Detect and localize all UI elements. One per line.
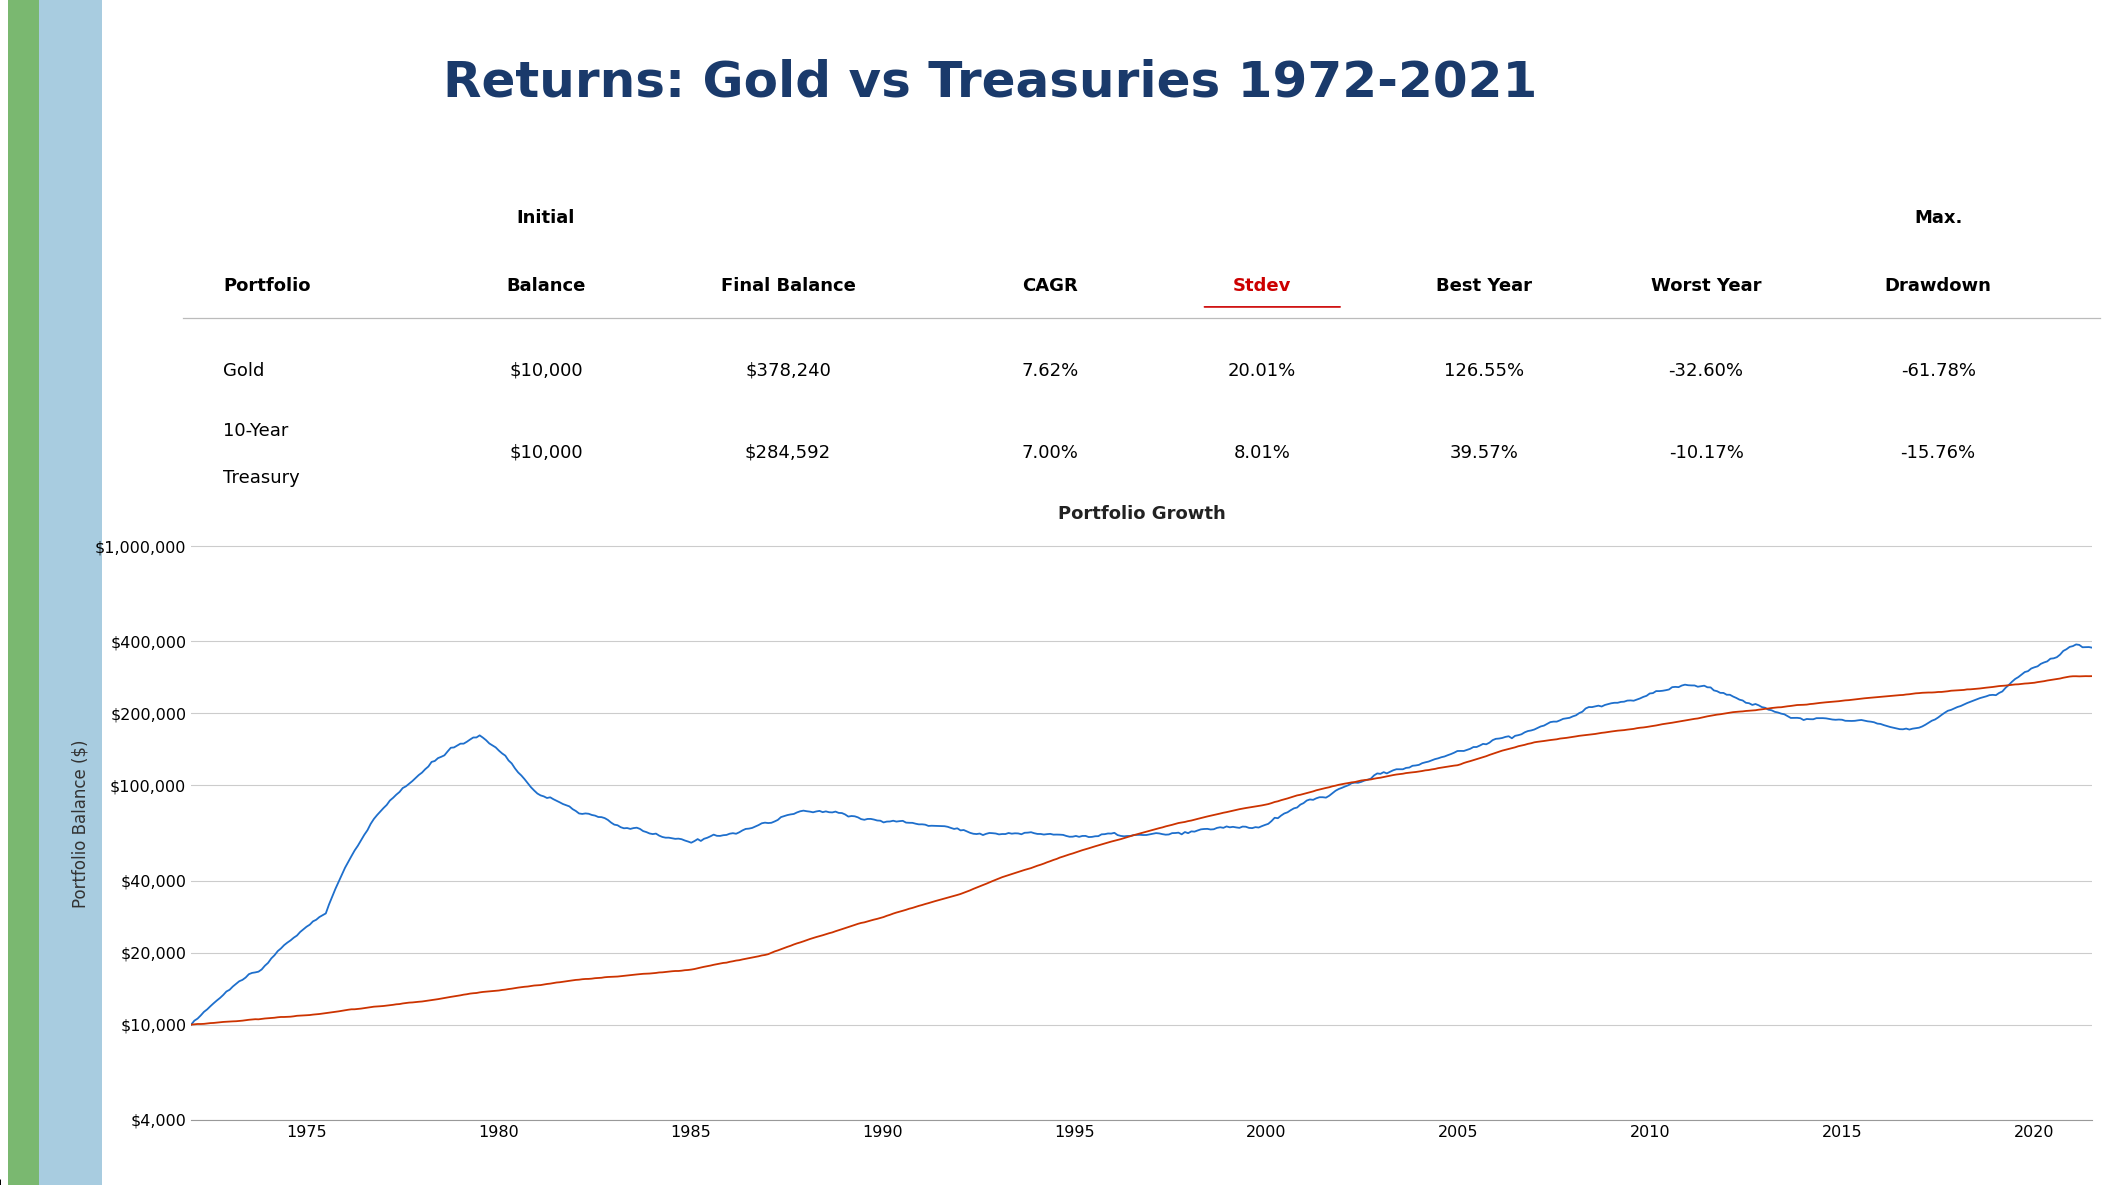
Text: 7.00%: 7.00%	[1022, 443, 1079, 462]
Text: 126.55%: 126.55%	[1444, 361, 1525, 380]
Bar	[38, 0, 102, 1185]
Text: CAGR: CAGR	[1022, 276, 1079, 295]
Text: $10,000: $10,000	[510, 361, 582, 380]
Text: $10,000: $10,000	[510, 443, 582, 462]
Text: $378,240: $378,240	[746, 361, 830, 380]
Text: Returns: Gold vs Treasuries 1972-2021: Returns: Gold vs Treasuries 1972-2021	[442, 59, 1538, 107]
Text: -15.76%: -15.76%	[1901, 443, 1975, 462]
Text: Max.: Max.	[1914, 209, 1963, 228]
Text: Treasury: Treasury	[223, 468, 299, 487]
Text: Portfolio: Portfolio	[223, 276, 310, 295]
Text: Balance: Balance	[506, 276, 586, 295]
Text: Gold: Gold	[223, 361, 263, 380]
Text: Final Balance: Final Balance	[720, 276, 856, 295]
Text: Worst Year: Worst Year	[1650, 276, 1761, 295]
Text: 39.57%: 39.57%	[1451, 443, 1519, 462]
Text: Initial: Initial	[516, 209, 576, 228]
Text: Drawdown: Drawdown	[1884, 276, 1992, 295]
Text: -61.78%: -61.78%	[1901, 361, 1975, 380]
Text: 10-Year: 10-Year	[223, 422, 289, 441]
Text: $284,592: $284,592	[746, 443, 830, 462]
Text: 20.01%: 20.01%	[1228, 361, 1296, 380]
Text: Stdev: Stdev	[1234, 276, 1291, 295]
Bar	[8, 0, 38, 1185]
Text: -32.60%: -32.60%	[1669, 361, 1744, 380]
Text: -10.17%: -10.17%	[1669, 443, 1744, 462]
Text: 7.62%: 7.62%	[1022, 361, 1079, 380]
Y-axis label: Portfolio Balance ($): Portfolio Balance ($)	[72, 739, 89, 908]
Title: Portfolio Growth: Portfolio Growth	[1058, 505, 1226, 523]
Text: 8.01%: 8.01%	[1234, 443, 1291, 462]
Text: Best Year: Best Year	[1436, 276, 1531, 295]
